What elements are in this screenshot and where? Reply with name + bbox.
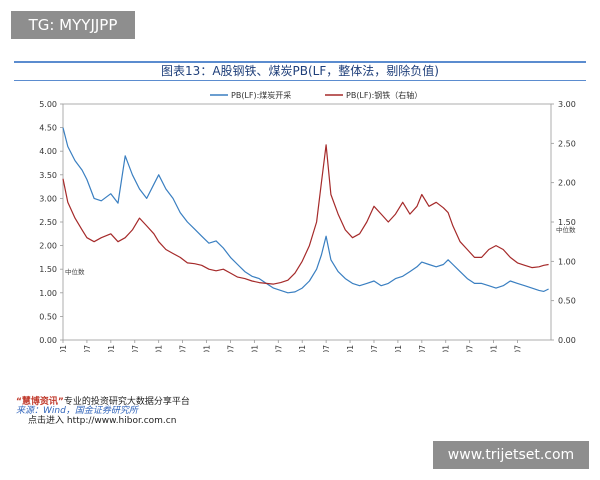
- footer-line-1: “慧博资讯”专业的投资研究大数据分享平台: [16, 397, 190, 408]
- chart-svg: 0.00 0.50 1.00 1.50 2.00 2.50 3.00 3.50 4.00 4.50…: [39, 90, 576, 352]
- chart-title: 图表13：A股钢铁、煤炭PB(LF，整体法，剔除负值): [161, 64, 439, 78]
- y-right-tick-label: 0.00: [558, 336, 576, 345]
- x-tick-label: 11/01: [107, 345, 116, 352]
- y-right-tick-label: 1.50: [558, 218, 576, 227]
- title-rule-top: [14, 61, 586, 63]
- y-left-tick-label: 2.00: [39, 242, 57, 251]
- x-tick-label: 18/07: [466, 345, 475, 352]
- footer-link[interactable]: 点击进入 http://www.hibor.com.cn: [28, 416, 177, 426]
- x-tick-label: 16/01: [346, 345, 355, 352]
- x-tick-label: 12/07: [179, 345, 188, 352]
- footer-tagline: 专业的投资研究大数据分享平台: [63, 397, 190, 407]
- watermark-top: TG: MYYJJPP: [11, 11, 135, 39]
- median-label-left: 中位数: [65, 267, 85, 276]
- y-left-tick-label: 1.00: [39, 289, 57, 298]
- x-tick-label: 19/01: [490, 345, 499, 352]
- x-tick-label: 17/07: [418, 345, 427, 352]
- x-tick-label: 13/07: [226, 345, 235, 352]
- legend-label-coal: PB(LF):煤炭开采: [231, 90, 291, 100]
- x-tick-label: 16/07: [370, 345, 379, 352]
- x-tick-label: 11/07: [131, 345, 140, 352]
- x-tick-label: 13/01: [203, 345, 212, 352]
- y-right-tick-label: 1.00: [558, 257, 576, 266]
- series-line-steel: [62, 144, 549, 285]
- y-left-tick-label: 3.50: [39, 171, 57, 180]
- legend-label-steel: PB(LF):钢铁（右轴）: [346, 90, 422, 100]
- y-left-tick-label: 4.50: [39, 124, 57, 133]
- x-tick-label: 10/01: [59, 345, 68, 352]
- y-left-tick-label: 0.50: [39, 312, 57, 321]
- x-tick-label: 18/01: [442, 345, 451, 352]
- y-right-tick-label: 0.50: [558, 297, 576, 306]
- y-right-tick-label: 3.00: [558, 100, 576, 109]
- x-tick-label: 12/01: [155, 345, 164, 352]
- watermark-bottom: www.trijetset.com: [433, 441, 589, 469]
- y-left-tick-label: 0.00: [39, 336, 57, 345]
- x-tick-label: 19/07: [514, 345, 523, 352]
- y-right-tick-label: 2.00: [558, 179, 576, 188]
- y-left-tick-label: 5.00: [39, 100, 57, 109]
- x-tick-label: 14/07: [274, 345, 283, 352]
- footer-brand: “慧博资讯”: [16, 397, 64, 407]
- x-tick-label: 10/07: [83, 345, 92, 352]
- series-line-coal: [62, 127, 549, 294]
- title-rule-bottom: [14, 80, 586, 81]
- y-left-tick-label: 1.50: [39, 265, 57, 274]
- y-left-tick-label: 2.50: [39, 218, 57, 227]
- plot-frame: [62, 103, 552, 341]
- y-right-tick-label: 2.50: [558, 139, 576, 148]
- y-left-tick-label: 4.00: [39, 147, 57, 156]
- median-label-right: 中位数: [556, 225, 576, 234]
- x-tick-label: 14/01: [250, 345, 259, 352]
- footer-source: 来源：Wind，国金证券研究所: [16, 406, 138, 416]
- x-tick-label: 17/01: [394, 345, 403, 352]
- y-left-tick-label: 3.00: [39, 194, 57, 203]
- x-tick-label: 15/01: [298, 345, 307, 352]
- x-tick-label: 15/07: [322, 345, 331, 352]
